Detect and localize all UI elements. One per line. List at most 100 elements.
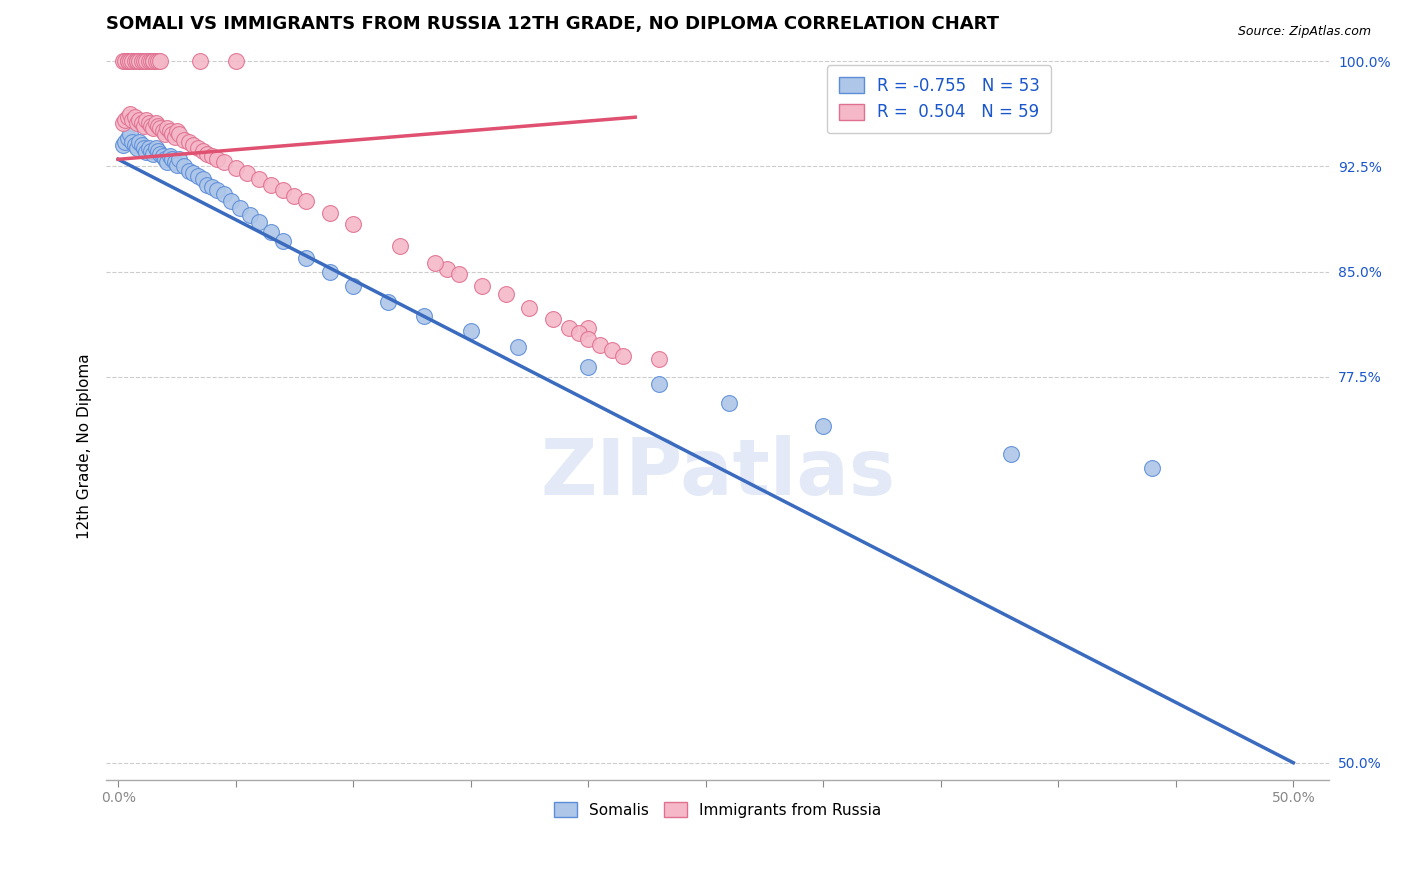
Point (183, 138, 205, 153)
Point (219, 194, 242, 209)
Point (117, 110, 139, 124)
Point (283, 188, 305, 202)
Point (111, 138, 134, 153)
Point (177, 136, 200, 150)
Point (576, 320, 599, 334)
Point (117, 54, 139, 68)
Point (124, 138, 146, 153)
Point (190, 54, 212, 68)
Text: ZIPatlas: ZIPatlas (540, 435, 896, 511)
Point (121, 54, 143, 68)
Point (160, 127, 183, 141)
Point (114, 54, 136, 68)
Point (114, 136, 136, 150)
Point (118, 107, 141, 121)
Point (813, 419, 835, 434)
Text: Source: ZipAtlas.com: Source: ZipAtlas.com (1237, 25, 1371, 38)
Point (412, 310, 434, 324)
Point (156, 155, 179, 169)
Point (111, 54, 134, 68)
Point (142, 121, 165, 136)
Point (425, 256, 447, 270)
Point (139, 54, 162, 68)
Point (589, 337, 612, 351)
Point (138, 141, 160, 155)
Point (229, 202, 252, 216)
Point (173, 159, 195, 173)
Point (648, 376, 671, 391)
Point (212, 187, 235, 202)
Point (118, 127, 141, 141)
Point (149, 54, 172, 68)
Point (495, 287, 517, 301)
Point (718, 396, 741, 410)
Point (132, 141, 155, 155)
Point (139, 119, 162, 133)
Point (576, 332, 599, 346)
Point (146, 119, 169, 133)
Point (125, 54, 148, 68)
Point (187, 169, 209, 183)
Point (205, 183, 228, 197)
Point (132, 119, 155, 133)
Point (145, 54, 167, 68)
Point (247, 215, 270, 229)
Point (167, 127, 190, 141)
Point (260, 225, 283, 239)
Point (460, 324, 482, 338)
Point (295, 194, 318, 209)
Point (111, 116, 134, 130)
Point (128, 136, 150, 150)
Point (225, 161, 247, 175)
Point (271, 183, 294, 197)
Point (260, 178, 283, 192)
Point (121, 136, 143, 150)
Point (146, 54, 169, 68)
Point (506, 340, 529, 354)
Point (124, 110, 146, 124)
Point (212, 155, 235, 169)
Point (152, 149, 174, 163)
Point (149, 121, 172, 136)
Point (138, 116, 160, 130)
Point (163, 155, 186, 169)
Point (114, 113, 136, 128)
Point (131, 116, 153, 130)
Point (118, 54, 141, 68)
Point (177, 163, 200, 178)
Point (121, 113, 143, 128)
Point (191, 144, 214, 158)
Point (183, 166, 205, 180)
Point (247, 172, 270, 186)
Point (1000, 447, 1022, 461)
Point (138, 54, 160, 68)
Point (159, 149, 181, 163)
Point (142, 146, 165, 161)
Point (145, 116, 167, 130)
Point (648, 351, 671, 366)
Point (201, 180, 224, 194)
Point (124, 54, 146, 68)
Point (318, 205, 340, 219)
Point (160, 153, 183, 167)
Point (131, 138, 153, 153)
Point (135, 113, 157, 128)
Point (163, 129, 186, 144)
Point (377, 295, 399, 310)
Point (197, 146, 219, 161)
Point (131, 54, 153, 68)
Point (197, 178, 219, 192)
Point (471, 278, 494, 293)
Point (128, 113, 150, 128)
Point (600, 343, 623, 358)
Text: SOMALI VS IMMIGRANTS FROM RUSSIA 12TH GRADE, NO DIPLOMA CORRELATION CHART: SOMALI VS IMMIGRANTS FROM RUSSIA 12TH GR… (107, 15, 1000, 33)
Point (142, 54, 165, 68)
Point (149, 146, 172, 161)
Point (1142, 461, 1164, 475)
Point (191, 172, 214, 186)
Point (519, 301, 541, 315)
Point (135, 145, 157, 160)
Point (225, 54, 247, 68)
Point (117, 131, 139, 145)
Point (576, 359, 599, 374)
